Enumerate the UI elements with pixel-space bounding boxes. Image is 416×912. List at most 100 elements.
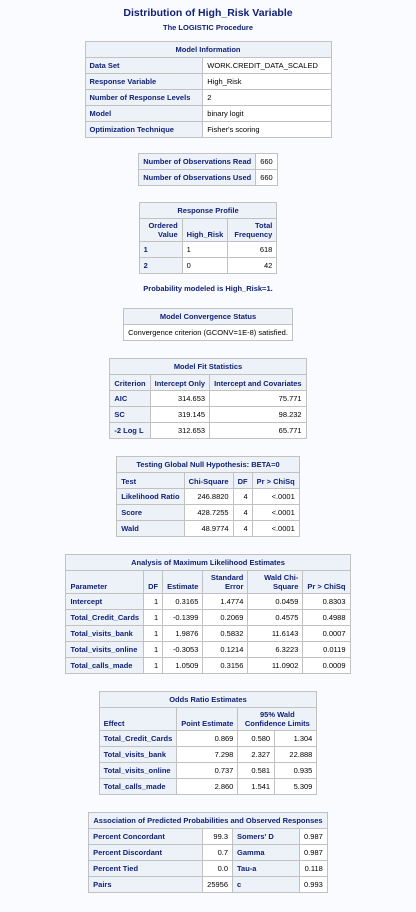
estimate: -0.1399 xyxy=(162,609,204,626)
criterion: AIC xyxy=(109,390,151,407)
row-label: Model xyxy=(84,105,204,122)
chi-square: 428.7255 xyxy=(183,504,234,521)
lower-limit: 1.541 xyxy=(237,778,276,795)
lower-limit: 0.581 xyxy=(237,762,276,779)
test-name: Wald xyxy=(116,520,185,537)
stat-label: Percent Discordant xyxy=(88,844,204,861)
frequency: 618 xyxy=(227,241,278,258)
table-caption: Response Profile xyxy=(138,202,278,219)
stat-label: Percent Tied xyxy=(88,860,204,877)
model-information-table: Model Information Data Set WORK.CREDIT_DA… xyxy=(84,41,332,138)
stat-value: 99.3 xyxy=(202,828,234,845)
intercept-only: 314.653 xyxy=(149,390,211,407)
intercept-only: 312.653 xyxy=(149,422,211,439)
estimate: 1.0509 xyxy=(162,657,204,674)
criterion: -2 Log L xyxy=(109,422,151,439)
table-caption: Testing Global Null Hypothesis: BETA=0 xyxy=(116,456,300,473)
response-level: 1 xyxy=(181,241,229,258)
lower-limit: 0.580 xyxy=(237,730,276,747)
criterion: SC xyxy=(109,406,151,423)
column-header: Pr > ChiSq xyxy=(302,570,351,594)
stat-label: Pairs xyxy=(88,876,204,893)
row-value: 2 xyxy=(202,89,332,106)
row-label: Number of Observations Used xyxy=(138,169,257,186)
df: 4 xyxy=(232,520,253,537)
ordered-value: 1 xyxy=(138,241,183,258)
table-caption: Odds Ratio Estimates xyxy=(98,691,318,708)
model-fit-table: Model Fit Statistics Criterion Intercept… xyxy=(109,358,307,439)
convergence-status: Convergence criterion (GCONV=1E-8) satis… xyxy=(123,324,293,341)
point-estimate: 0.737 xyxy=(176,762,239,779)
wald-chi-square: 11.6143 xyxy=(247,625,304,642)
column-header: 95% Wald Confidence Limits xyxy=(237,707,318,731)
row-value: 660 xyxy=(255,169,278,186)
stat-label: Percent Concordant xyxy=(88,828,204,845)
parameter: Total_visits_online xyxy=(65,641,145,658)
upper-limit: 22.888 xyxy=(274,746,318,763)
table-caption: Association of Predicted Probabilities a… xyxy=(88,812,328,829)
df: 1 xyxy=(143,593,164,610)
row-label: Number of Observations Read xyxy=(138,153,257,170)
response-level: 0 xyxy=(181,257,229,274)
intercept-covariates: 98.232 xyxy=(209,406,307,423)
chi-square: 246.8820 xyxy=(183,488,234,505)
chi-square: 48.9774 xyxy=(183,520,234,537)
column-header: Effect xyxy=(98,707,178,731)
frequency: 42 xyxy=(227,257,278,274)
effect: Total_Credit_Cards xyxy=(98,730,178,747)
odds-ratio-table: Odds Ratio Estimates Effect Point Estima… xyxy=(98,691,318,795)
column-header: Chi-Square xyxy=(183,472,234,489)
row-value: Fisher's scoring xyxy=(202,121,332,138)
test-name: Score xyxy=(116,504,185,521)
std-error: 0.1214 xyxy=(202,641,249,658)
parameter: Total_Credit_Cards xyxy=(65,609,145,626)
p-value: <.0001 xyxy=(251,504,300,521)
p-value: <.0001 xyxy=(251,520,300,537)
convergence-table: Model Convergence Status Convergence cri… xyxy=(123,308,293,341)
estimate: -0.3053 xyxy=(162,641,204,658)
wald-chi-square: 6.3223 xyxy=(247,641,304,658)
column-header: Criterion xyxy=(109,374,151,391)
df: 1 xyxy=(143,625,164,642)
column-header: Total Frequency xyxy=(227,218,278,242)
estimate: 0.3165 xyxy=(162,593,204,610)
std-error: 1.4774 xyxy=(202,593,249,610)
table-caption: Model Convergence Status xyxy=(123,308,293,325)
stat-label: Somers' D xyxy=(232,828,301,845)
p-value: <.0001 xyxy=(251,488,300,505)
test-name: Likelihood Ratio xyxy=(116,488,185,505)
column-header: Intercept Only xyxy=(149,374,211,391)
response-profile-table: Response Profile Ordered Value High_Risk… xyxy=(138,202,278,274)
row-value: 660 xyxy=(255,153,278,170)
df: 1 xyxy=(143,609,164,626)
parameter: Total_calls_made xyxy=(65,657,145,674)
intercept-covariates: 65.771 xyxy=(209,422,307,439)
stat-value: 0.993 xyxy=(299,876,328,893)
intercept-covariates: 75.771 xyxy=(209,390,307,407)
observations-table: Number of Observations Read 660 Number of… xyxy=(138,153,278,186)
estimate: 1.9876 xyxy=(162,625,204,642)
point-estimate: 7.298 xyxy=(176,746,239,763)
mle-table: Analysis of Maximum Likelihood Estimates… xyxy=(65,554,351,674)
column-header: DF xyxy=(232,472,253,489)
lower-limit: 2.327 xyxy=(237,746,276,763)
table-caption: Model Information xyxy=(84,41,332,58)
table-caption: Analysis of Maximum Likelihood Estimates xyxy=(65,554,351,571)
column-header: Point Estimate xyxy=(176,707,239,731)
row-value: binary logit xyxy=(202,105,332,122)
column-header: Test xyxy=(116,472,185,489)
column-header: Ordered Value xyxy=(138,218,183,242)
ordered-value: 2 xyxy=(138,257,183,274)
stat-label: c xyxy=(232,876,301,893)
row-value: High_Risk xyxy=(202,73,332,90)
stat-value: 0.118 xyxy=(299,860,328,877)
p-value: 0.0009 xyxy=(302,657,351,674)
association-table: Association of Predicted Probabilities a… xyxy=(88,812,328,893)
probability-note: Probability modeled is High_Risk=1. xyxy=(143,284,273,293)
global-null-table: Testing Global Null Hypothesis: BETA=0 T… xyxy=(116,456,300,537)
p-value: 0.8303 xyxy=(302,593,351,610)
p-value: 0.4988 xyxy=(302,609,351,626)
point-estimate: 2.860 xyxy=(176,778,239,795)
row-label: Number of Response Levels xyxy=(84,89,204,106)
p-value: 0.0007 xyxy=(302,625,351,642)
